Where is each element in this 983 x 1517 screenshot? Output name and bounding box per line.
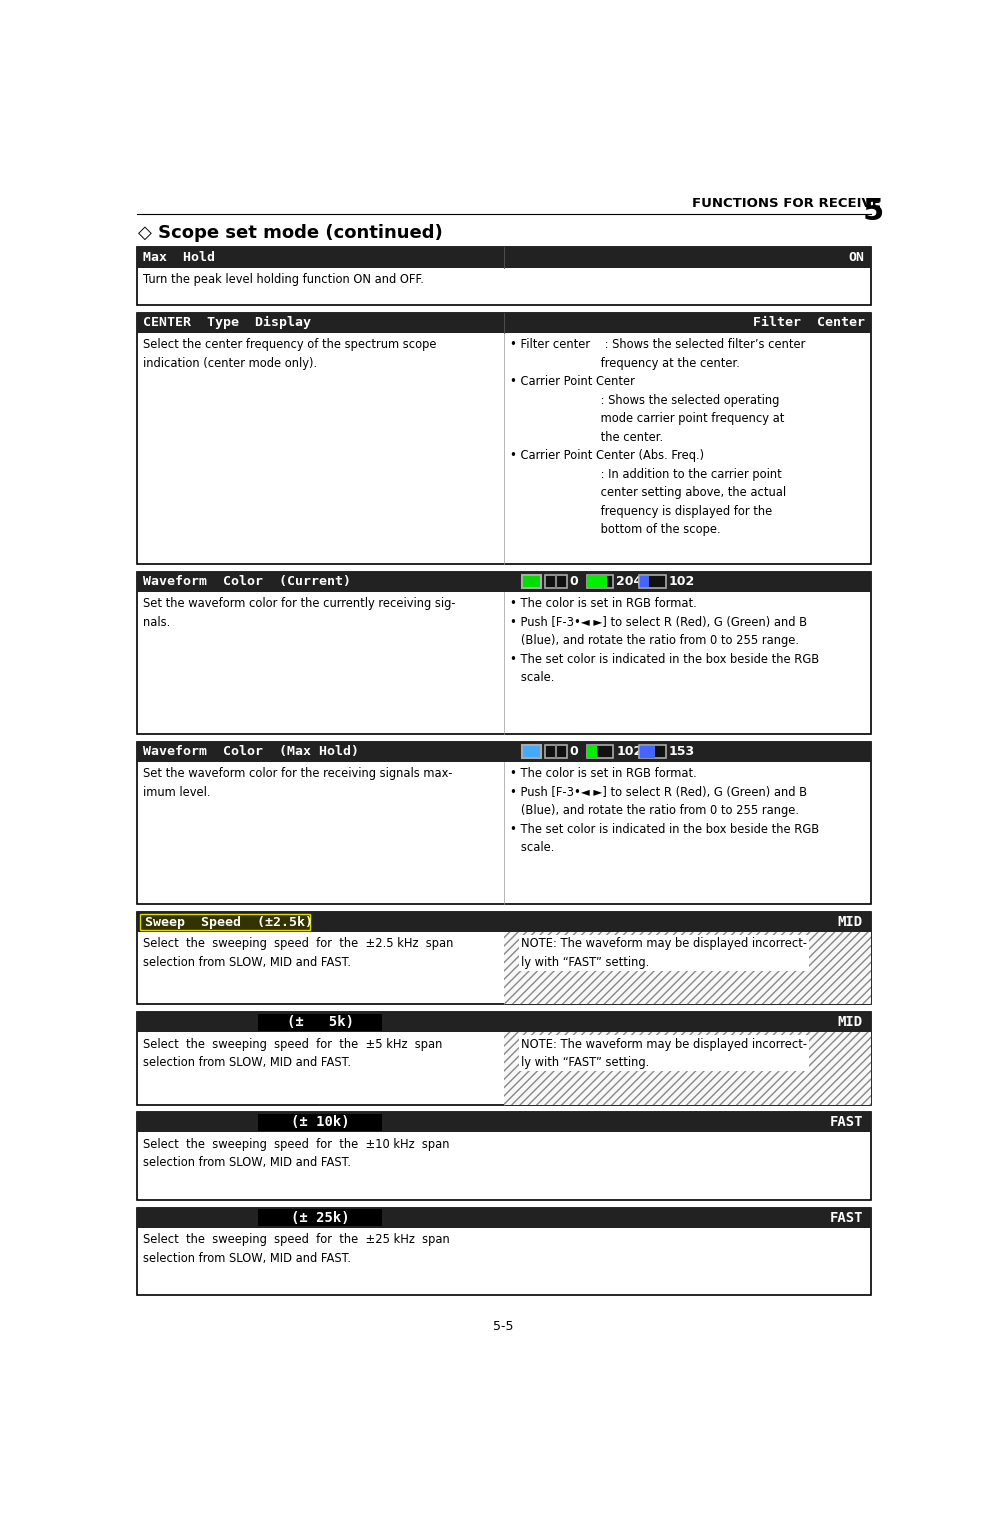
Bar [259, 1209, 382, 1226]
Text: 102: 102 [668, 575, 695, 589]
Text: Sweep  Speed  (±2.5k): Sweep Speed (±2.5k) [145, 916, 313, 928]
Bar [137, 247, 871, 267]
Bar [137, 1012, 871, 1104]
Text: MID: MID [838, 915, 863, 928]
Bar [137, 313, 871, 332]
Text: ON: ON [848, 250, 865, 264]
Bar [587, 745, 613, 758]
Bar [137, 912, 871, 931]
Bar [522, 575, 541, 589]
Text: ◇ Scope set mode (continued): ◇ Scope set mode (continued) [139, 225, 443, 243]
Text: Waveform  Color  (Max Hold): Waveform Color (Max Hold) [143, 745, 359, 758]
Bar [140, 913, 311, 930]
Bar [522, 745, 541, 758]
Text: • The color is set in RGB format.
• Push [F-3•◄ ►] to select R (Red), G (Green) : • The color is set in RGB format. • Push… [510, 598, 819, 684]
Bar [545, 575, 566, 589]
Text: 5: 5 [863, 197, 885, 226]
Bar [137, 742, 871, 904]
Text: 102: 102 [616, 745, 642, 758]
Text: CENTER  Type  Display: CENTER Type Display [143, 317, 311, 329]
Text: Select  the  sweeping  speed  for  the  ±2.5 kHz  span
selection from SLOW, MID : Select the sweeping speed for the ±2.5 k… [143, 938, 453, 969]
Text: Set the waveform color for the receiving signals max-
imum level.: Set the waveform color for the receiving… [143, 768, 452, 799]
Text: (± 25k): (± 25k) [291, 1211, 350, 1224]
Text: 204: 204 [616, 575, 642, 589]
Text: MID: MID [838, 1015, 863, 1029]
Bar [137, 572, 871, 734]
Text: • The color is set in RGB format.
• Push [F-3•◄ ►] to select R (Red), G (Green) : • The color is set in RGB format. • Push… [510, 768, 819, 854]
Text: FAST: FAST [830, 1115, 863, 1129]
Text: Filter  Center: Filter Center [753, 317, 865, 329]
Text: Select  the  sweeping  speed  for  the  ±10 kHz  span
selection from SLOW, MID a: Select the sweeping speed for the ±10 kH… [143, 1138, 449, 1170]
Text: FUNCTIONS FOR RECEIVE: FUNCTIONS FOR RECEIVE [692, 197, 882, 211]
Bar [588, 576, 607, 587]
Text: (± 10k): (± 10k) [291, 1115, 350, 1129]
Bar [259, 1013, 382, 1030]
Text: (±   5k): (± 5k) [287, 1015, 354, 1029]
Bar [137, 1112, 871, 1200]
Bar [503, 1032, 871, 1104]
Bar [137, 572, 871, 592]
Text: Select  the  sweeping  speed  for  the  ±25 kHz  span
selection from SLOW, MID a: Select the sweeping speed for the ±25 kH… [143, 1233, 450, 1265]
Bar [137, 742, 871, 762]
Text: 153: 153 [668, 745, 695, 758]
Bar [137, 1012, 871, 1032]
Text: Max  Hold: Max Hold [143, 250, 215, 264]
Text: 0: 0 [569, 745, 578, 758]
Bar [137, 1208, 871, 1296]
Text: FAST: FAST [830, 1211, 863, 1224]
Text: Select  the  sweeping  speed  for  the  ±5 kHz  span
selection from SLOW, MID an: Select the sweeping speed for the ±5 kHz… [143, 1038, 442, 1069]
Text: Select the center frequency of the spectrum scope
indication (center mode only).: Select the center frequency of the spect… [143, 338, 436, 370]
Bar [137, 247, 871, 305]
Bar [137, 912, 871, 1004]
Bar [587, 575, 613, 589]
Text: NOTE: The waveform may be displayed incorrect-
ly with “FAST” setting.: NOTE: The waveform may be displayed inco… [521, 938, 807, 969]
Text: Waveform  Color  (Current): Waveform Color (Current) [143, 575, 351, 589]
Bar [137, 313, 871, 564]
Bar [639, 745, 665, 758]
Bar [588, 746, 597, 757]
Bar [545, 745, 566, 758]
Bar [259, 1113, 382, 1130]
Text: Turn the peak level holding function ON and OFF.: Turn the peak level holding function ON … [143, 273, 424, 285]
Bar [640, 746, 655, 757]
Bar [503, 931, 871, 1004]
Text: Set the waveform color for the currently receiving sig-
nals.: Set the waveform color for the currently… [143, 598, 455, 628]
Bar [137, 1112, 871, 1132]
Bar [639, 575, 665, 589]
Text: • Filter center    : Shows the selected filter’s center
                        : • Filter center : Shows the selected fil… [510, 338, 805, 537]
Text: 0: 0 [569, 575, 578, 589]
Text: 5-5: 5-5 [493, 1320, 514, 1333]
Bar [640, 576, 650, 587]
Bar [137, 1208, 871, 1227]
Text: NOTE: The waveform may be displayed incorrect-
ly with “FAST” setting.: NOTE: The waveform may be displayed inco… [521, 1038, 807, 1069]
